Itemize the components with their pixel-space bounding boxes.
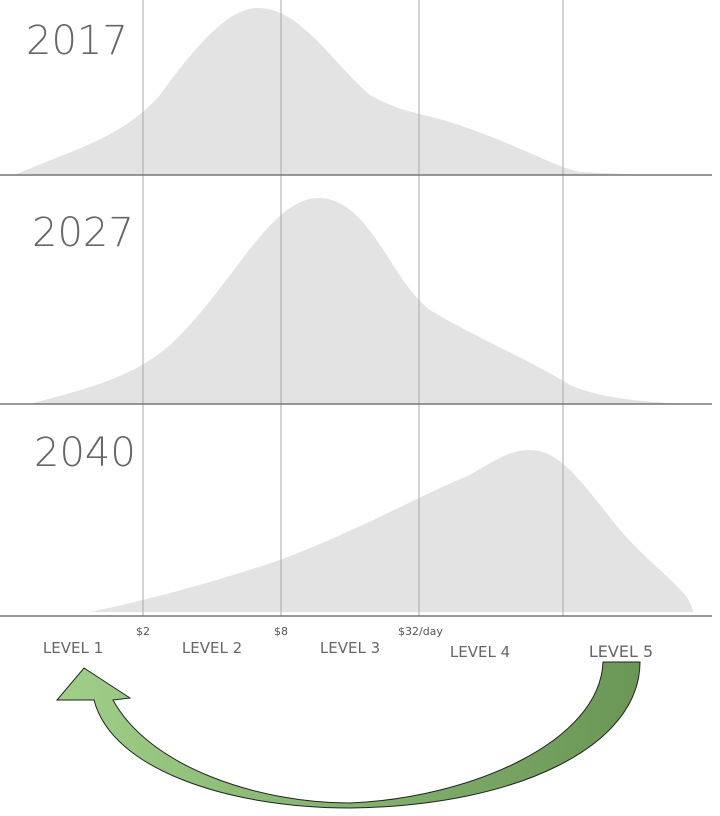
year-label: 2027 <box>32 210 134 256</box>
arrow <box>55 661 641 809</box>
level-label: LEVEL 3 <box>320 639 380 657</box>
level-dividers <box>142 0 564 616</box>
distribution-2040 <box>90 450 693 612</box>
distribution-2017 <box>15 8 650 175</box>
x-tick-label: $32/day <box>398 625 443 638</box>
level-label: LEVEL 2 <box>182 639 242 657</box>
year-label: 2040 <box>34 430 136 476</box>
x-tick-label: $2 <box>136 625 150 638</box>
level-label: LEVEL 1 <box>43 639 103 657</box>
x-tick-label: $8 <box>274 625 288 638</box>
level-label: LEVEL 4 <box>450 643 510 661</box>
distribution-2027 <box>30 198 690 404</box>
year-label: 2017 <box>26 18 128 64</box>
level-label: LEVEL 5 <box>589 642 653 661</box>
